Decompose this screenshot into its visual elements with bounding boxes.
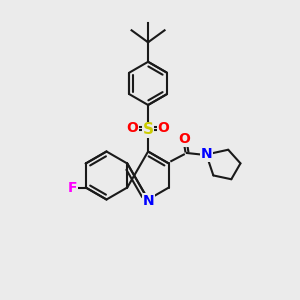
Text: N: N [142, 194, 154, 208]
Text: O: O [178, 133, 190, 146]
Text: N: N [200, 148, 212, 161]
Text: S: S [142, 122, 154, 137]
Text: F: F [68, 181, 77, 194]
Text: O: O [158, 122, 170, 135]
Text: O: O [127, 122, 138, 135]
